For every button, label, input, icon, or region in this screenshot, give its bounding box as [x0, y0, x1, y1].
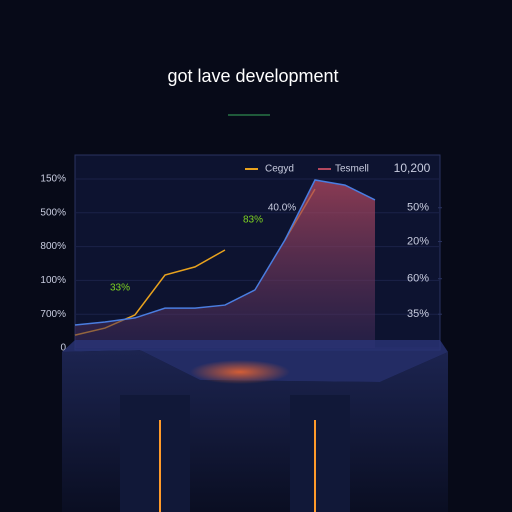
y-tick-label: 0: [60, 343, 66, 354]
y-tick-label: 800%: [40, 241, 66, 252]
annotation: 40.0%: [268, 203, 296, 214]
base-column: [120, 395, 190, 512]
line: [74, 179, 376, 326]
legend-label: Cegyd: [265, 164, 294, 175]
annotation: 10,200: [394, 161, 431, 175]
y-tick-label: 700%: [40, 309, 66, 320]
annotation: 83%: [243, 215, 263, 226]
legend-label: Tesmell: [335, 164, 369, 175]
y2-tick-label: 60%: [407, 273, 429, 285]
annotation: 33%: [110, 283, 130, 294]
base-glow: [190, 360, 290, 384]
plot: 0 700% 100% 800% 500% 150% 35% 60% 20% 50% Cegyd Te…: [40, 161, 442, 354]
y-tick-label: 150%: [40, 174, 66, 185]
y-tick-label: 100%: [40, 275, 66, 286]
area: [75, 180, 375, 348]
y2-tick-label: 35%: [407, 308, 429, 320]
y2-tick-label: 50%: [407, 202, 429, 214]
base-column: [290, 395, 350, 512]
y2-tick-label: 20%: [407, 235, 429, 247]
y-tick-label: 500%: [40, 207, 66, 218]
chart-title: got lave development: [167, 66, 338, 86]
